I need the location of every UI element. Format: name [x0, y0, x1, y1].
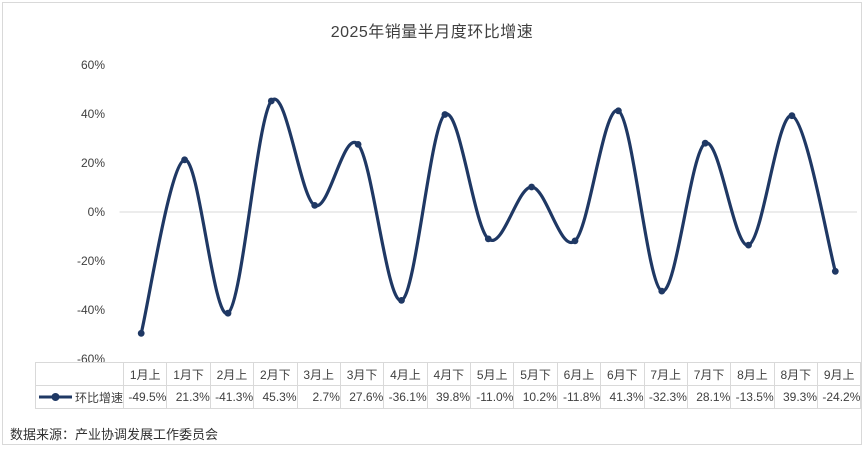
table-value-cell: 39.3% — [773, 385, 819, 409]
table-value-cell: -11.8% — [556, 385, 602, 409]
y-axis-tick-label: -20% — [76, 253, 105, 268]
table-category-header: 6月下 — [600, 362, 645, 386]
data-point-marker — [788, 112, 796, 120]
y-axis-tick-label: 40% — [80, 106, 105, 121]
legend-key: 环比增速 — [34, 385, 125, 409]
data-source-label: 数据来源：产业协调发展工作委员会 — [10, 427, 219, 442]
legend-line-marker-icon — [39, 393, 72, 401]
table-value-cell: 27.6% — [339, 385, 385, 409]
table-category-header: 3月下 — [339, 362, 385, 386]
chart-title: 2025年销量半月度环比增速 — [330, 24, 534, 41]
table-value-cell: 2.7% — [296, 385, 341, 409]
data-point-marker — [267, 97, 275, 105]
data-point-marker — [831, 267, 839, 275]
data-point-marker — [224, 309, 232, 317]
table-category-header: 5月下 — [513, 362, 558, 386]
data-point-marker — [398, 297, 405, 304]
table-value-cell: -41.3% — [209, 385, 255, 409]
table-category-header: 7月下 — [686, 362, 732, 386]
table-category-header: 4月上 — [383, 362, 428, 386]
table-category-header: 9月上 — [817, 362, 862, 386]
table-value-cell: -13.5% — [730, 385, 775, 409]
legend-series-label: 环比增速 — [75, 390, 124, 405]
table-value-cell: -32.3% — [643, 385, 688, 409]
table-category-header: 2月上 — [209, 362, 255, 386]
chart-data-table: 1月上 1月下 2月上 2月下 3月上 3月下 4月上 4月下 5月上 5月下 6月上 6月下 7月上 7… — [34, 362, 862, 409]
table-category-header: 4月下 — [426, 362, 472, 386]
table-category-header: 5月上 — [470, 362, 515, 386]
y-axis: 60% 40% 20% 0% -20% -40% -60% — [0, 0, 105, 453]
data-point-marker — [311, 202, 319, 209]
table-value-cell: 28.1% — [686, 385, 732, 409]
table-value-cell: 41.3% — [600, 385, 645, 409]
table-value-cell: 39.8% — [426, 385, 472, 409]
data-point-marker — [441, 111, 449, 118]
data-point-marker — [571, 237, 579, 245]
data-point-marker — [658, 287, 666, 295]
table-value-cell: -11.0% — [470, 385, 515, 409]
table-category-header: 8月上 — [730, 362, 775, 386]
data-point-marker — [745, 241, 752, 249]
data-point-marker — [615, 107, 622, 115]
table-category-header: 2月下 — [253, 362, 298, 386]
data-point-marker — [484, 235, 492, 243]
table-value-cell: -49.5% — [123, 385, 168, 409]
data-point-marker — [181, 156, 189, 164]
data-point-marker — [701, 139, 709, 147]
y-axis-tick-label: 0% — [87, 204, 105, 219]
data-point-marker — [354, 141, 362, 148]
data-point-marker — [528, 183, 535, 191]
table-value-cell: -24.2% — [817, 385, 862, 409]
table-category-header: 8月下 — [773, 362, 819, 386]
table-category-header: 7月上 — [643, 362, 688, 386]
y-axis-tick-label: -40% — [76, 302, 105, 317]
table-value-cell: 45.3% — [253, 385, 298, 409]
table-category-header: 1月上 — [123, 362, 168, 386]
series-line — [139, 97, 837, 335]
chart-frame-border — [2, 2, 862, 445]
table-category-header: 3月上 — [296, 362, 341, 386]
table-value-cell: 10.2% — [513, 385, 558, 409]
table-category-header: 6月上 — [556, 362, 602, 386]
table-value-cell: -36.1% — [383, 385, 428, 409]
table-value-cell: 21.3% — [166, 385, 211, 409]
table-category-header: 1月下 — [166, 362, 211, 386]
data-point-marker — [137, 329, 145, 337]
y-axis-tick-label: 20% — [80, 155, 105, 170]
table-corner-cell — [34, 362, 125, 386]
y-axis-tick-label: 60% — [80, 57, 105, 72]
